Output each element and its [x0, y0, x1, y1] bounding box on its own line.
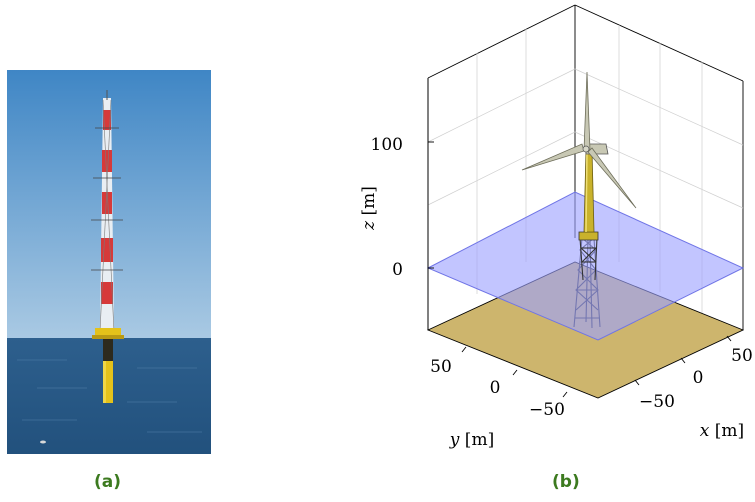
plot-grid — [427, 25, 744, 318]
y-tick-minus50: −50 — [529, 400, 565, 420]
y-axis-label: y [m] — [449, 430, 494, 450]
x-tick-0: 0 — [693, 368, 704, 388]
caption-panel-a: (a) — [94, 472, 122, 492]
jacket-upper — [579, 237, 598, 281]
rotor-blades — [521, 71, 637, 209]
y-axis-ticks — [461, 346, 568, 398]
water-plane — [426, 191, 745, 341]
y-tick-50: 50 — [430, 357, 452, 377]
lattice-mast — [91, 90, 123, 333]
buoy — [40, 440, 46, 444]
z-tick-100: 100 — [371, 135, 403, 155]
sea-waves — [17, 359, 202, 433]
z-axis-ticks — [428, 141, 434, 269]
x-tick-50: 50 — [731, 346, 753, 366]
rotor-hub — [582, 145, 590, 153]
mast-foundation — [92, 328, 124, 403]
x-axis-label: x [m] — [700, 421, 744, 441]
transition-piece — [578, 231, 599, 241]
offshore-mast-photo-graphic — [7, 70, 211, 454]
z-axis-label: z [m] — [359, 186, 379, 231]
x-axis-ticks — [634, 335, 732, 386]
y-tick-0: 0 — [490, 378, 501, 398]
x-tick-minus50: −50 — [639, 392, 675, 412]
z-tick-0: 0 — [392, 260, 403, 280]
turbine-3d-plot: 100 0 z [m] 50 0 −50 y [m] −50 0 50 x [m… — [359, 4, 753, 450]
caption-panel-b: (b) — [552, 472, 580, 492]
offshore-mast-photo — [7, 70, 211, 454]
